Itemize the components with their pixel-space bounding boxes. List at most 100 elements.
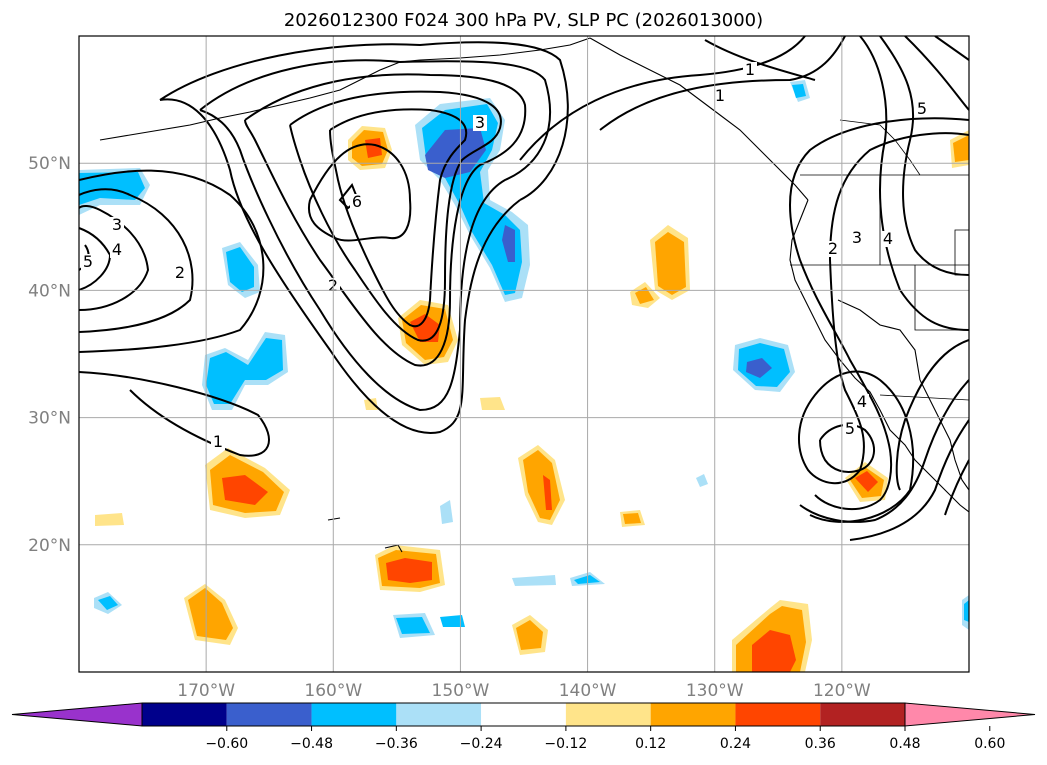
pv-pos-blob: [855, 471, 878, 492]
lon-tick-labels: 170°W 160°W 150°W 140°W 130°W 120°W: [177, 681, 871, 701]
contour-label-bg: [855, 394, 869, 410]
map-frame: [78, 35, 970, 673]
colorbar-label: −0.48: [290, 736, 333, 752]
contour-label-bg: [350, 194, 364, 210]
pv-pos-blob: [635, 287, 654, 304]
lat-tick-label: 20°N: [28, 536, 71, 556]
contour-label-bg: [110, 217, 124, 233]
colorbar-segment: [311, 703, 397, 726]
contour-label: 3: [475, 113, 485, 132]
contour-label: 1: [745, 60, 755, 79]
colorbar-segment: [226, 703, 312, 726]
contour-label-bg: [81, 254, 95, 270]
lat-tick-label: 40°N: [28, 281, 71, 301]
colorbar-label: −0.12: [544, 736, 587, 752]
colorbar-segment: [565, 703, 651, 726]
contour-label: 5: [917, 99, 927, 118]
pv-neg-blob: [79, 172, 145, 205]
political-borders: [790, 119, 969, 401]
colorbar-segment: [396, 703, 482, 726]
colorbar-label: 0.48: [889, 736, 920, 752]
contour-label: 5: [845, 419, 855, 438]
contour-label-bg: [915, 101, 929, 117]
pv-neg-blob: [98, 596, 118, 610]
contour-label-bg: [850, 230, 864, 246]
lon-tick-label: 160°W: [304, 681, 362, 701]
contour-label: 2: [175, 263, 185, 282]
colorbar-label: 0.36: [805, 736, 836, 752]
colorbar-label: 0.60: [974, 736, 1005, 752]
pv-neg-blob: [440, 500, 453, 524]
pv-neg-blob: [964, 600, 969, 622]
contour-label: 2: [828, 239, 838, 258]
chart-title: 2026012300 F024 300 hPa PV, SLP PC (2026…: [283, 10, 764, 31]
pv-pos-blob: [410, 314, 440, 342]
colorbar-label: 0.12: [635, 736, 666, 752]
pv-pos-blob: [543, 475, 552, 510]
pv-pos-blob: [365, 138, 382, 158]
contour-label: 1: [715, 86, 725, 105]
lon-tick-label: 140°W: [559, 681, 617, 701]
colorbar-extend-min: [11, 702, 143, 727]
contour-label: 4: [883, 229, 893, 248]
colorbar-segment: [481, 703, 566, 726]
contour-label: 5: [83, 252, 93, 271]
lat-tick-label: 30°N: [28, 409, 71, 429]
pv-pos-blob: [516, 620, 543, 650]
lon-tick-label: 120°W: [813, 681, 871, 701]
pv-neg-blob: [696, 474, 708, 487]
colorbar-label: −0.36: [375, 736, 418, 752]
pv-neg-blob: [574, 575, 600, 584]
pv-pos-blob: [953, 135, 969, 162]
contour-label-bg: [743, 62, 757, 78]
pv-neg-blob: [792, 84, 806, 98]
contour-label-bg: [110, 242, 124, 258]
pv-neg-blob: [226, 247, 254, 292]
colorbar-segment: [142, 703, 227, 726]
contour-label: 3: [112, 215, 122, 234]
pv-shading: [79, 80, 969, 672]
lon-tick-label: 170°W: [177, 681, 235, 701]
contour-label: 1: [213, 432, 223, 451]
contour-label: 4: [857, 392, 867, 411]
pv-pos-blob: [655, 232, 686, 295]
contour-label-bg: [826, 241, 840, 257]
pv-neg-blob: [440, 615, 465, 627]
colorbar-segment: [735, 703, 821, 726]
colorbar-segment: [650, 703, 736, 726]
contour-label-bg: [211, 434, 225, 450]
lat-tick-label: 50°N: [28, 154, 71, 174]
pv-pos-blob: [480, 397, 505, 410]
contour-label-bg: [713, 88, 727, 104]
pv-pos-blob: [222, 475, 268, 505]
colorbar-label: −0.60: [205, 736, 248, 752]
pv-neg-blob: [746, 358, 772, 378]
contour-label: 3: [852, 228, 862, 247]
pv-neg-blob: [396, 617, 430, 634]
contour-label: 4: [112, 240, 122, 259]
coastlines: [99, 37, 969, 553]
pv-pos-blob: [386, 558, 432, 583]
contour-label-bg: [881, 231, 895, 247]
pv-pos-blob: [752, 630, 796, 672]
contour-label: 6: [352, 192, 362, 211]
pv-pos-blob: [188, 588, 233, 640]
colorbar-extend-max: [904, 702, 1036, 727]
contour-label-bg: [843, 421, 857, 437]
lon-tick-label: 150°W: [432, 681, 490, 701]
pv-pos-blob: [364, 398, 378, 410]
colorbar-label: −0.24: [460, 736, 503, 752]
colorbar-label: 0.24: [720, 736, 751, 752]
lat-tick-labels: 50°N 40°N 30°N 20°N: [28, 154, 71, 556]
contour-label-bg: [173, 265, 187, 281]
pv-neg-blob: [502, 225, 515, 262]
colorbar: −0.60 −0.48 −0.36 −0.24 −0.12 0.12 0.24 0.36 0.4…: [11, 702, 1036, 752]
gridlines: [79, 36, 969, 672]
pv-neg-blob: [512, 575, 556, 586]
lon-tick-label: 130°W: [686, 681, 744, 701]
pv-pos-blob: [95, 513, 124, 526]
slp-contours: [79, 36, 969, 541]
contour-label-bg: [473, 115, 487, 131]
pv-neg-blob: [206, 338, 283, 404]
